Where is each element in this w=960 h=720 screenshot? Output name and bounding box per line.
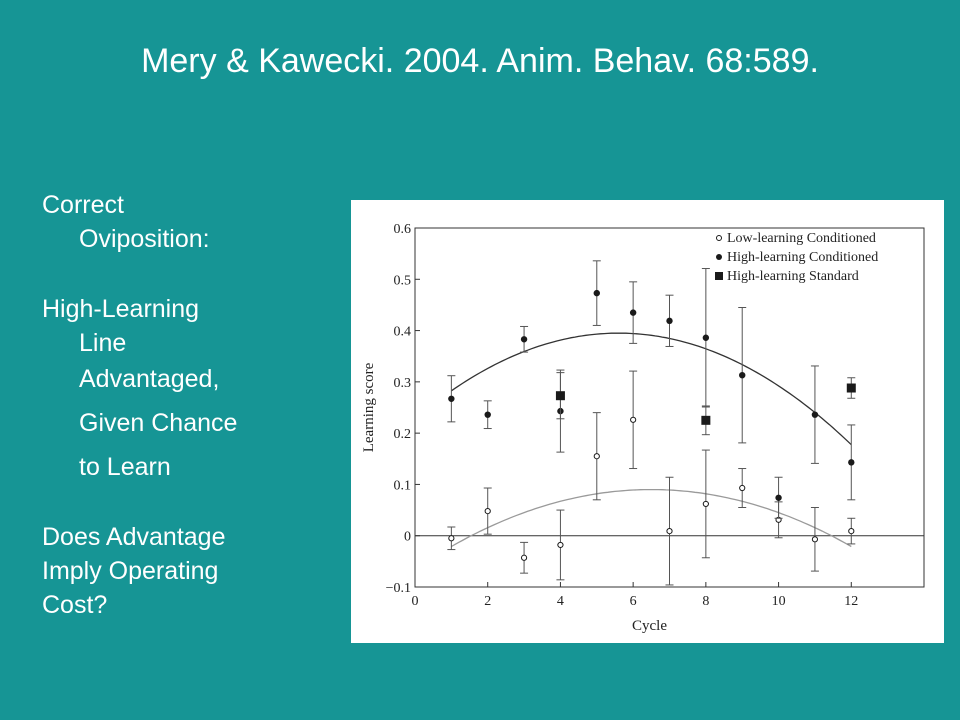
high-learning-conditioned-point <box>629 309 637 316</box>
high-learning-conditioned-point <box>739 371 746 379</box>
legend-label: High-learning Conditioned <box>727 250 878 265</box>
legend-label: High-learning Standard <box>727 269 859 284</box>
bullet-text: Imply Operating <box>42 557 219 585</box>
y-tick-label: 0.6 <box>394 222 412 237</box>
low-learning-conditioned-point <box>557 541 564 549</box>
bullet-high-learning-line: High-Learning Line <box>42 292 199 360</box>
low-learning-conditioned-point <box>630 416 637 423</box>
x-tick-label: 6 <box>630 594 637 609</box>
x-axis-label: Cycle <box>632 618 667 634</box>
high-learning-standard-point <box>846 383 856 393</box>
low-learning-conditioned-point <box>811 536 819 543</box>
legend-marker <box>716 254 722 260</box>
low-learning-fit-curve <box>451 488 852 548</box>
high-learning-conditioned-point <box>775 494 782 501</box>
sub-bullet-given-chance: Given Chance <box>79 409 238 437</box>
y-tick-label: 0.4 <box>394 325 412 340</box>
high-learning-conditioned-point <box>666 317 673 325</box>
bullet-text: High-Learning <box>42 295 200 323</box>
y-tick-label: 0.2 <box>394 427 412 442</box>
x-tick-label: 10 <box>772 594 786 609</box>
x-tick-label: 8 <box>702 594 709 609</box>
legend-marker <box>715 272 723 280</box>
legend-label: Low-learning Conditioned <box>727 231 876 246</box>
high-learning-fit-curve <box>451 332 852 446</box>
learning-score-chart: 0 2 4 6 8 10 12−0.100.10.20.30.40.50.6CycleLea… <box>361 222 925 634</box>
bullet-text: Line <box>79 329 127 357</box>
x-tick-label: 0 <box>412 594 419 609</box>
high-learning-conditioned-point <box>848 459 855 466</box>
bullet-text: Correct <box>42 191 124 219</box>
high-learning-standard-point <box>555 391 565 401</box>
y-axis-label: Learning score <box>361 362 377 452</box>
low-learning-conditioned-point <box>593 453 600 460</box>
x-tick-label: 2 <box>484 594 491 609</box>
sub-bullet-advantaged: Advantaged, <box>79 365 220 393</box>
y-tick-label: 0 <box>404 530 411 545</box>
high-learning-conditioned-point <box>702 334 710 341</box>
high-learning-conditioned-point <box>593 289 600 297</box>
low-learning-conditioned-point <box>448 535 455 542</box>
low-learning-conditioned-point <box>520 554 528 561</box>
x-tick-label: 12 <box>844 594 858 609</box>
bullet-correct-oviposition: Correct Oviposition: <box>42 188 210 256</box>
bullet-operating-cost: Does Advantage Imply Operating Cost? <box>42 520 225 622</box>
low-learning-conditioned-point <box>702 500 709 508</box>
bullet-text: Oviposition: <box>79 225 210 253</box>
chart-panel: 0 2 4 6 8 10 12 −0.1 0 0.1 0.2 0.3 0.4 0.5 0.6 Cycle Lea… <box>351 200 944 643</box>
y-tick-label: 0.3 <box>394 376 412 391</box>
low-learning-conditioned-point <box>739 484 746 492</box>
x-tick-label: 4 <box>557 594 564 609</box>
y-tick-label: 0.5 <box>394 273 412 288</box>
legend-marker <box>716 235 722 241</box>
slide-title: Mery & Kawecki. 2004. Anim. Behav. 68:58… <box>141 42 819 80</box>
low-learning-conditioned-point <box>484 507 491 515</box>
low-learning-conditioned-point <box>848 527 855 535</box>
high-learning-conditioned-point <box>520 336 528 343</box>
bullet-text: Cost? <box>42 591 108 619</box>
high-learning-standard-point <box>701 415 711 425</box>
high-learning-conditioned-point <box>811 411 819 418</box>
sub-bullet-to-learn: to Learn <box>79 453 171 481</box>
high-learning-conditioned-point <box>484 411 491 418</box>
high-learning-conditioned-point <box>448 395 455 402</box>
low-learning-conditioned-point <box>666 527 673 535</box>
y-tick-label: 0.1 <box>394 478 412 493</box>
bullet-text: Does Advantage <box>42 523 226 551</box>
y-tick-label: −0.1 <box>386 581 411 596</box>
plot-frame <box>414 227 925 588</box>
